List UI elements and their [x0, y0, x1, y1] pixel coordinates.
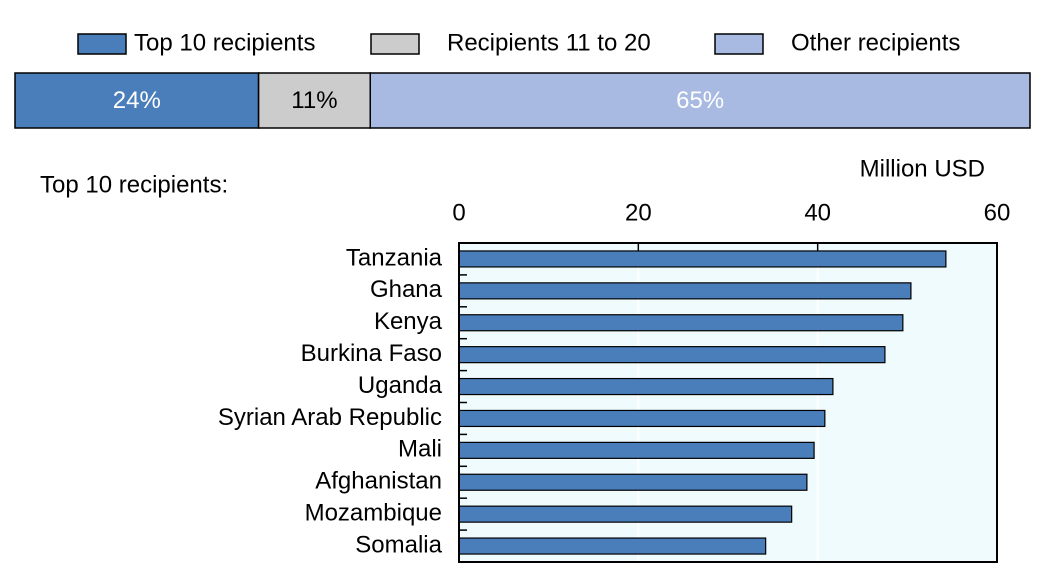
chart-title: Top 10 recipients:	[40, 171, 228, 198]
share-segment	[14, 72, 260, 129]
value-label: 24%	[113, 87, 161, 114]
bar	[458, 314, 904, 332]
legend-swatch	[714, 33, 764, 55]
plot-frame	[458, 242, 998, 563]
y-tick-label: Mali	[398, 436, 442, 463]
bar	[458, 377, 834, 396]
y-tick-label: Burkina Faso	[301, 340, 442, 367]
bar	[458, 441, 815, 459]
bar	[458, 282, 912, 300]
bar	[458, 409, 826, 428]
x-tick-label: 0	[452, 199, 465, 226]
y-tick-label: Somalia	[355, 531, 442, 558]
legend-swatch	[77, 33, 127, 55]
bar	[458, 346, 886, 364]
y-tick-label: Kenya	[374, 308, 443, 335]
y-tick-label: Syrian Arab Republic	[218, 404, 442, 431]
y-tick-label: Uganda	[358, 372, 443, 399]
bar	[458, 250, 947, 268]
share-segment	[369, 72, 1031, 129]
value-label: 65%	[676, 87, 724, 114]
y-tick-label: Tanzania	[346, 244, 443, 271]
y-tick-label: Afghanistan	[315, 468, 442, 495]
legend-label: Other recipients	[791, 29, 960, 56]
x-tick-label: 60	[984, 199, 1011, 226]
x-tick-label: 20	[625, 199, 652, 226]
axis-label: Million USD	[860, 155, 985, 182]
legend-swatch	[370, 33, 420, 55]
x-tick-label: 40	[804, 199, 831, 226]
bar	[458, 473, 808, 491]
legend-label: Top 10 recipients	[134, 29, 315, 56]
y-tick-label: Mozambique	[305, 499, 442, 526]
legend-label: Recipients 11 to 20	[447, 29, 651, 56]
share-segment	[257, 72, 372, 129]
bar	[458, 537, 767, 555]
y-tick-label: Ghana	[370, 276, 443, 303]
value-label: 11%	[291, 87, 337, 114]
bar	[458, 505, 793, 523]
